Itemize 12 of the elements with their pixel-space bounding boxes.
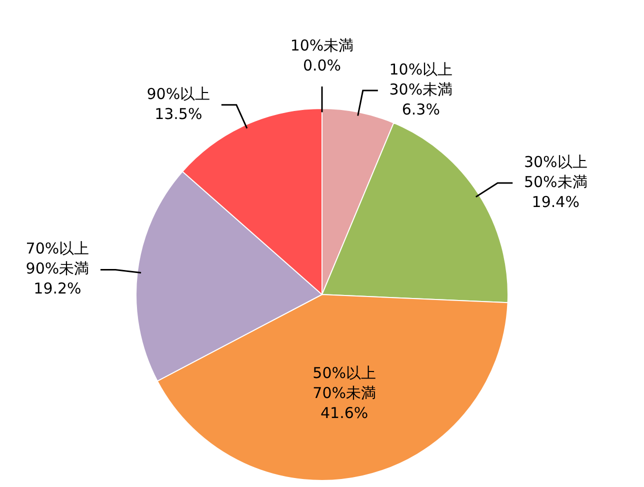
slice-label: 90%以上 xyxy=(146,84,210,103)
slice-label: 50%以上 70%未満 xyxy=(312,364,376,402)
slice-label: 30%以上 50%未満 xyxy=(524,152,588,191)
data-label: 19.2% xyxy=(34,280,82,298)
slice-label: 10%以上 30%未満 xyxy=(389,60,453,98)
data-label: 6.3% xyxy=(402,100,440,118)
text: 0.0% xyxy=(302,56,342,74)
data-label: 41.6% xyxy=(320,404,368,422)
data-label: 19.4% xyxy=(532,192,580,211)
data-label: 13.5% xyxy=(154,104,202,123)
slice-label: 70%以上 90%未満 xyxy=(26,240,90,278)
category-label: 10%未満 xyxy=(290,36,354,54)
